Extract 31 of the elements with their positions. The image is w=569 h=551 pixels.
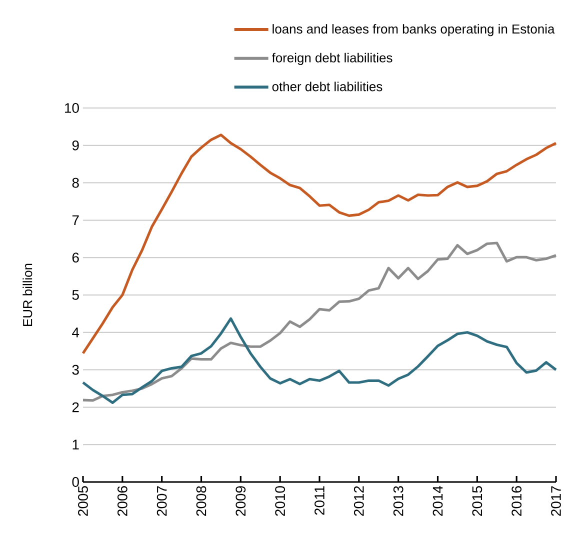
x-tick-label: 2013 [393, 486, 404, 516]
x-tick-label: 2005 [78, 486, 88, 516]
y-tick-label: 4 [72, 328, 80, 338]
y-tick-label: 2 [72, 402, 79, 412]
legend-label: foreign debt liabilities [272, 52, 392, 65]
x-tick-label: 2012 [354, 486, 364, 516]
y-tick-label: 3 [72, 364, 79, 375]
y-axis-title: EUR billion [22, 264, 32, 326]
x-tick-label: 2009 [236, 486, 246, 516]
y-tick-label: 0 [72, 477, 79, 487]
x-tick-label: 2017 [551, 486, 561, 516]
y-tick-label: 8 [72, 178, 79, 188]
x-tick-label: 2007 [156, 486, 167, 516]
y-tick-label: 7 [72, 215, 79, 225]
y-tick-label: 5 [72, 290, 79, 300]
y-tick-label: 1 [72, 440, 79, 450]
legend-label: other debt liabilities [272, 82, 382, 92]
y-tick-label: 10 [65, 103, 79, 113]
x-tick-label: 2006 [117, 486, 128, 516]
legend-label: loans and leases from banks operating in Estonia [272, 24, 555, 36]
line-series [82, 317, 558, 404]
line-series [82, 242, 558, 402]
x-tick-label: 2014 [432, 486, 443, 516]
x-tick-label: 2015 [472, 486, 482, 516]
y-tick-label: 9 [72, 140, 79, 150]
x-tick-label: 2011 [314, 486, 324, 515]
line-series [82, 134, 558, 355]
x-tick-label: 2016 [512, 486, 522, 516]
x-tick-label: 2010 [275, 486, 286, 516]
x-tick-label: 2008 [196, 486, 206, 516]
y-tick-label: 6 [72, 252, 79, 263]
